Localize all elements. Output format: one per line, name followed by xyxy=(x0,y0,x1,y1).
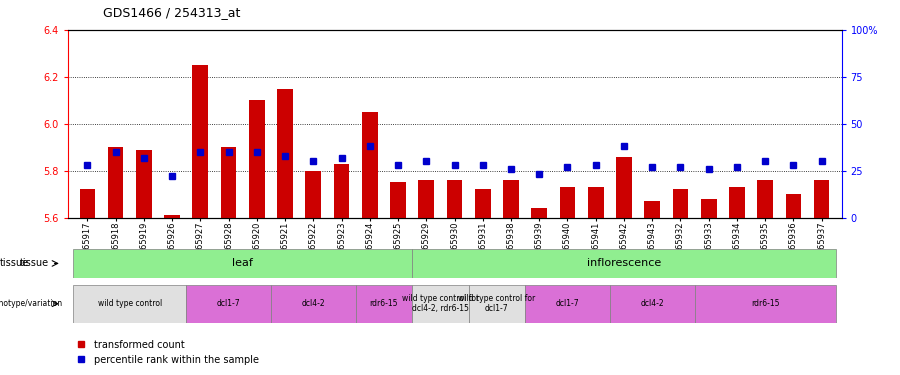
Bar xyxy=(412,285,469,322)
Text: wild type control for
dcl1-7: wild type control for dcl1-7 xyxy=(458,294,536,314)
Bar xyxy=(164,215,180,217)
Bar xyxy=(356,285,412,322)
Bar xyxy=(695,285,836,322)
Bar xyxy=(814,180,830,218)
Bar xyxy=(249,100,265,218)
Bar xyxy=(186,285,271,322)
Bar xyxy=(220,147,237,218)
Text: rdr6-15: rdr6-15 xyxy=(751,299,779,308)
Bar xyxy=(412,249,836,278)
Bar xyxy=(362,112,377,218)
Bar xyxy=(79,189,95,217)
Bar xyxy=(672,189,688,217)
Bar xyxy=(277,88,292,218)
Bar xyxy=(588,187,604,218)
Bar xyxy=(503,180,518,218)
Bar xyxy=(532,208,547,218)
Bar xyxy=(391,182,406,218)
Text: genotype/variation: genotype/variation xyxy=(0,299,63,308)
Bar xyxy=(644,201,660,217)
Text: dcl1-7: dcl1-7 xyxy=(555,299,580,308)
Bar xyxy=(560,187,575,218)
Text: leaf: leaf xyxy=(232,258,253,268)
Bar xyxy=(525,285,610,322)
Text: tissue: tissue xyxy=(20,258,50,268)
Bar xyxy=(193,65,208,218)
Text: dcl4-2: dcl4-2 xyxy=(302,299,325,308)
Bar xyxy=(108,147,123,218)
Text: dcl1-7: dcl1-7 xyxy=(217,299,240,308)
Text: tissue: tissue xyxy=(0,258,29,268)
Bar xyxy=(73,285,186,322)
Legend: transformed count, percentile rank within the sample: transformed count, percentile rank withi… xyxy=(72,336,263,369)
Bar xyxy=(334,164,349,218)
Bar xyxy=(758,180,773,218)
Bar xyxy=(616,156,632,218)
Bar xyxy=(271,285,356,322)
Bar xyxy=(786,194,801,217)
Text: rdr6-15: rdr6-15 xyxy=(370,299,398,308)
Bar xyxy=(418,180,434,218)
Text: inflorescence: inflorescence xyxy=(587,258,662,268)
Bar xyxy=(73,249,412,278)
Bar xyxy=(469,285,525,322)
Bar xyxy=(475,189,491,217)
Bar xyxy=(729,187,745,218)
Bar xyxy=(610,285,695,322)
Bar xyxy=(136,150,151,217)
Bar xyxy=(446,180,463,218)
Text: wild type control for
dcl4-2, rdr6-15: wild type control for dcl4-2, rdr6-15 xyxy=(401,294,479,314)
Text: GDS1466 / 254313_at: GDS1466 / 254313_at xyxy=(104,6,241,19)
Bar xyxy=(305,171,321,217)
Text: wild type control: wild type control xyxy=(97,299,162,308)
Bar xyxy=(701,199,716,217)
Text: dcl4-2: dcl4-2 xyxy=(641,299,664,308)
